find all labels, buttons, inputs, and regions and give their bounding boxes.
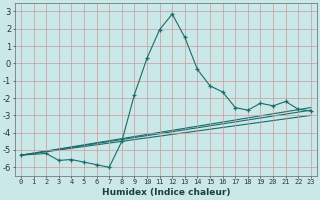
X-axis label: Humidex (Indice chaleur): Humidex (Indice chaleur) — [102, 188, 230, 197]
